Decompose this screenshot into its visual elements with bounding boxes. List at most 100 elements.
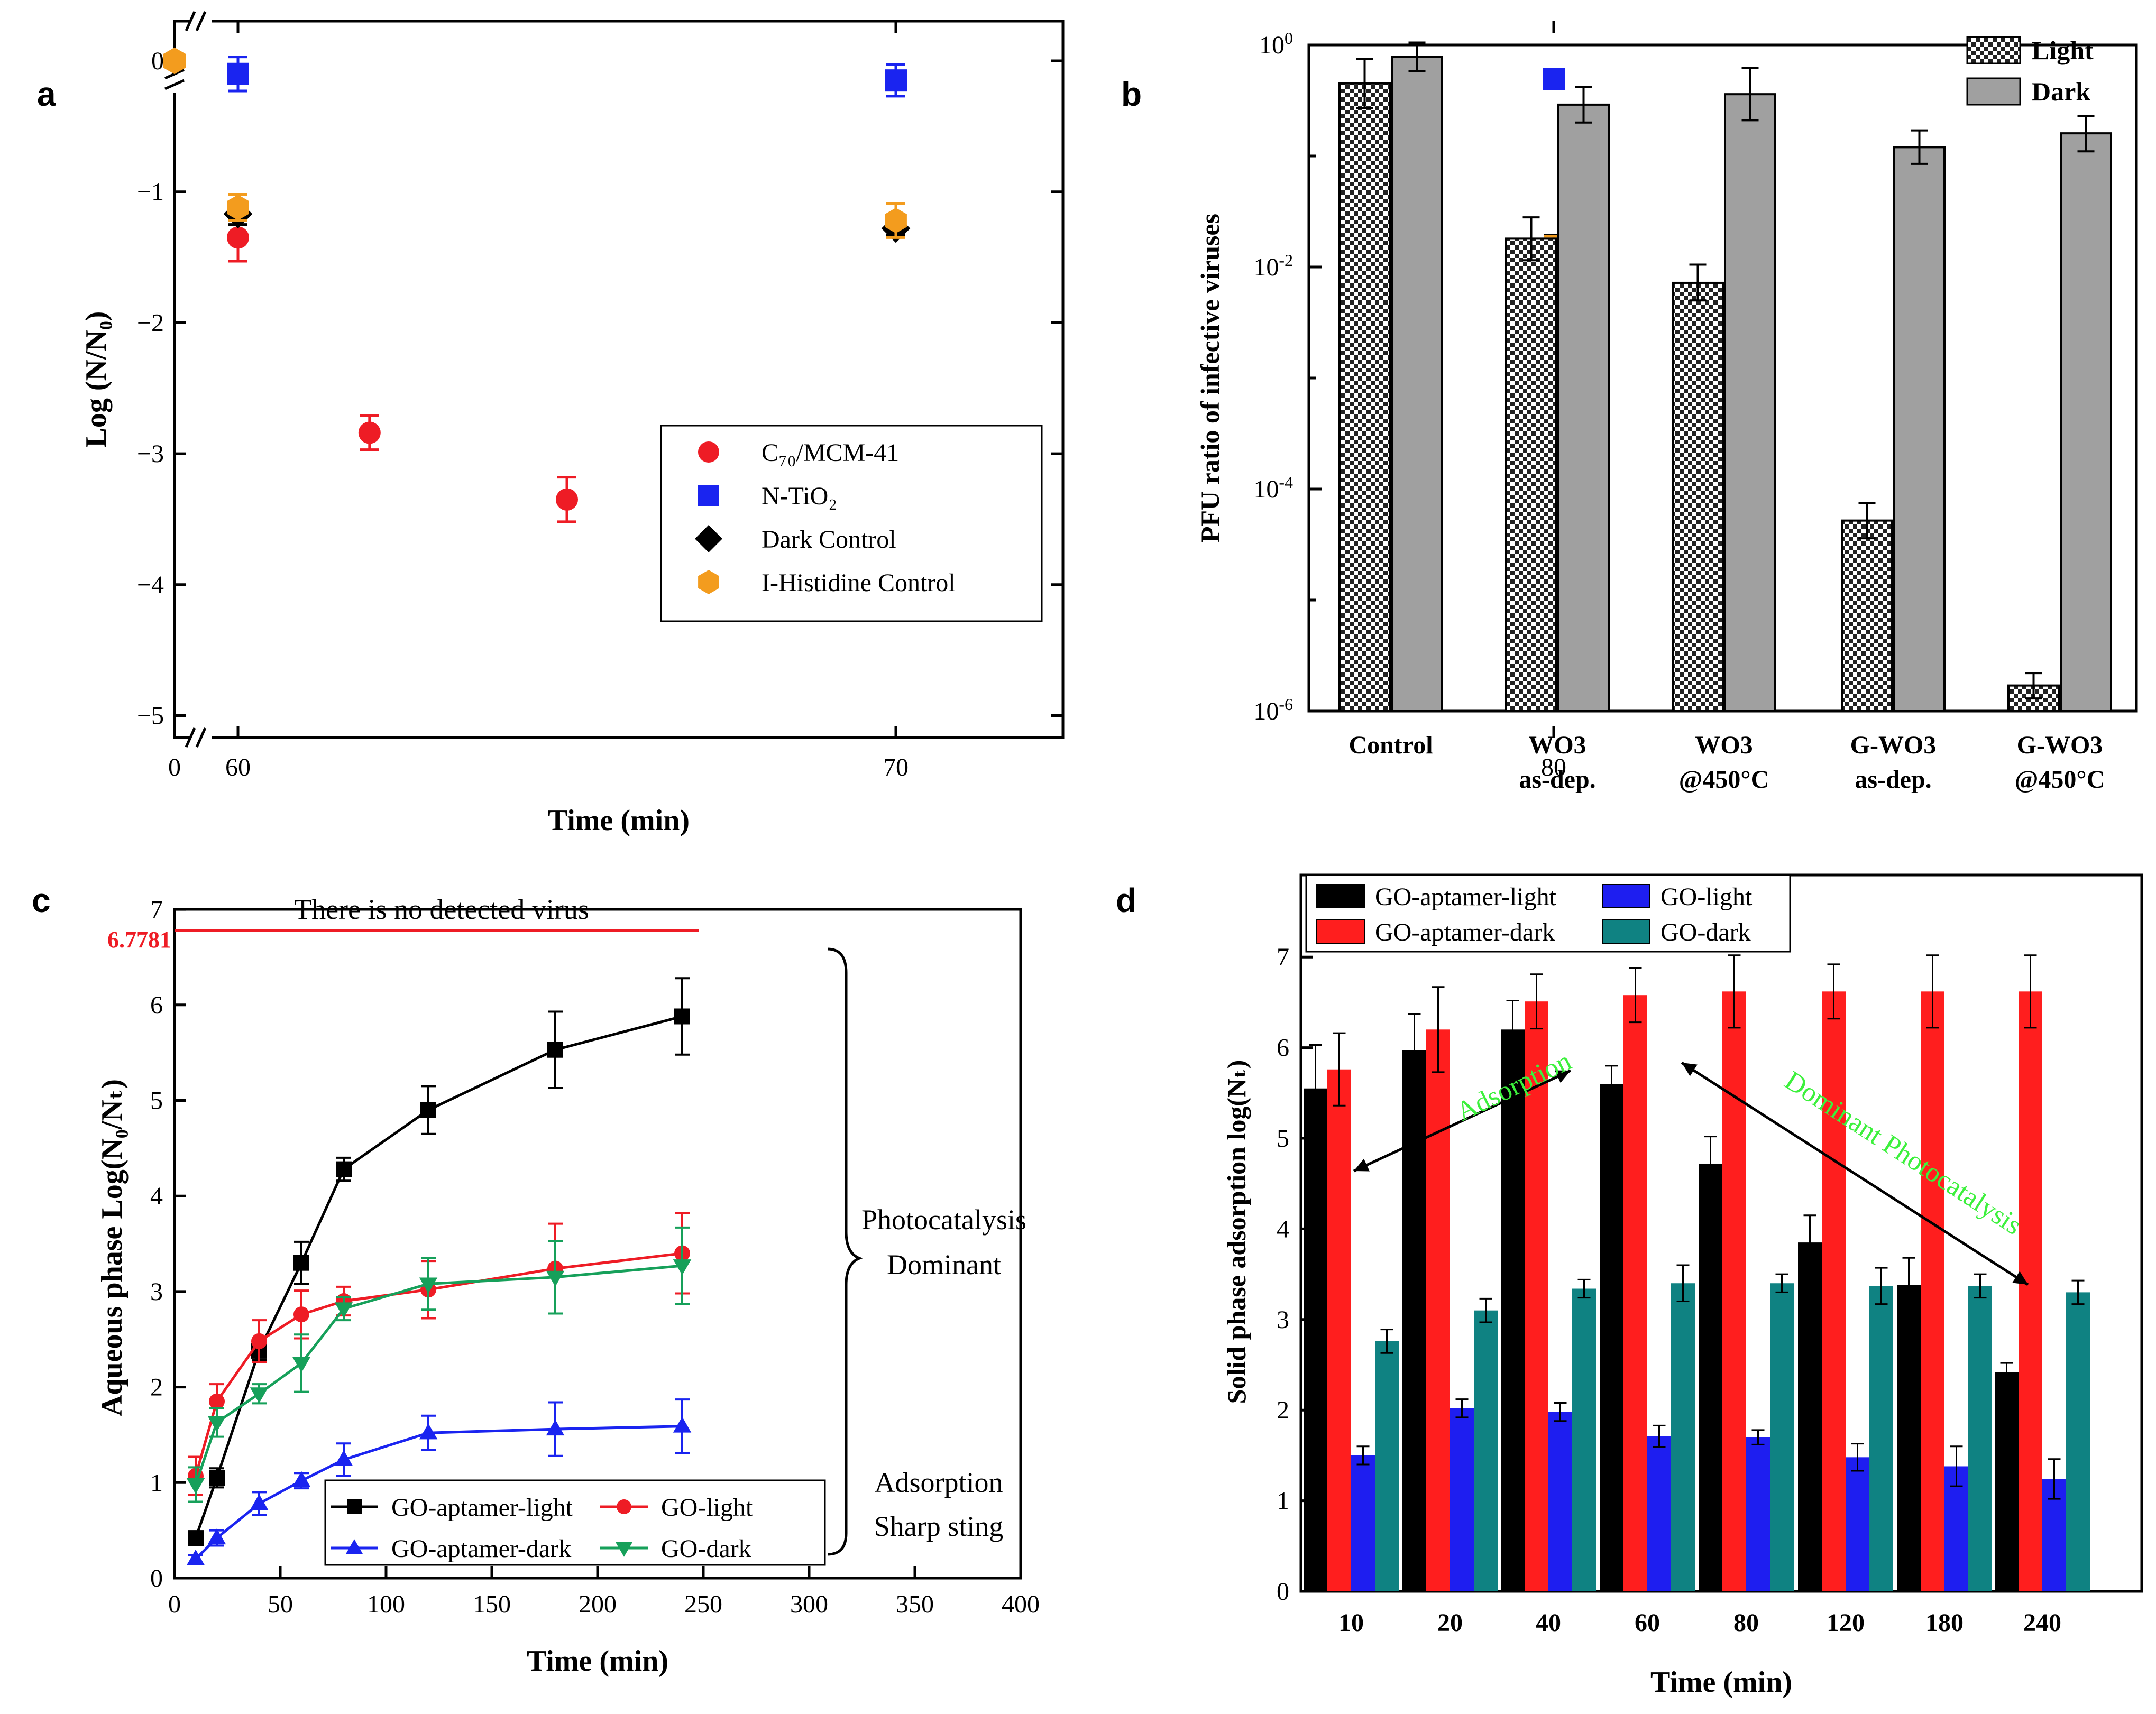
data-point: [420, 1102, 436, 1118]
data-point: [546, 1270, 565, 1287]
bar-GO-aptamer-dark: [1525, 1001, 1548, 1591]
panel-letter-c: c: [32, 881, 51, 919]
x-tick-label: 20: [1437, 1609, 1463, 1637]
error-bar: [1950, 1445, 1963, 1487]
y-tick-label: 0: [1277, 1578, 1289, 1606]
error-bar: [1575, 86, 1592, 124]
x-tick-label: 10: [1338, 1609, 1364, 1637]
bar-GO-aptamer-dark: [1722, 991, 1746, 1591]
error-bar: [1530, 973, 1543, 1030]
legend-marker: [617, 1499, 631, 1514]
legend-box: [1305, 874, 1791, 953]
data-point: [207, 1416, 226, 1432]
error-bar: [1629, 967, 1642, 1024]
data-point: [250, 1387, 269, 1404]
data-point: [673, 1259, 692, 1276]
data-point: [207, 1528, 226, 1545]
error-bar: [1751, 1429, 1765, 1445]
annotation-sharp-sting: Sharp sting: [874, 1510, 1004, 1542]
legend-label: C₇₀/MCM-41: [762, 439, 899, 467]
x-tick-label: 80: [1733, 1609, 1759, 1637]
bar-GO-dark: [1572, 1288, 1596, 1591]
arrow-head: [1682, 1063, 1698, 1076]
origin-point: [163, 47, 186, 75]
legend-label: Dark Control: [762, 526, 896, 554]
bar-GO-dark: [1770, 1283, 1794, 1591]
adsorption-arrow: [1353, 1069, 1572, 1173]
panel-a: a0−1−2−3−4−5060708090100110120Time (min)…: [37, 11, 1568, 837]
arrow-head: [1354, 1158, 1370, 1172]
bar-GO-light: [1351, 1455, 1375, 1591]
error-bar: [1653, 1424, 1666, 1448]
x-tick-label: 250: [684, 1590, 722, 1618]
y-tick-label: 7: [150, 896, 163, 924]
error-bar: [1902, 1257, 1915, 1313]
x-tick-label: 0: [168, 1590, 181, 1618]
x-axis-title: Time (min): [527, 1645, 668, 1678]
data-point: [334, 1302, 353, 1319]
x-tick-label: @450°C: [1679, 766, 1769, 794]
bar-GO-aptamer-dark: [1426, 1029, 1450, 1591]
data-point: [186, 1549, 205, 1565]
bar-GO-aptamer-light: [1501, 1029, 1525, 1591]
error-bar: [1506, 999, 1519, 1059]
y-tick-label: 5: [1277, 1125, 1289, 1153]
x-tick-label: 350: [896, 1590, 934, 1618]
series-line: [194, 1252, 683, 1477]
y-tick-label: 1: [1277, 1487, 1289, 1515]
bar-GO-aptamer-light: [1699, 1163, 1722, 1591]
x-tick-label: 100: [367, 1590, 405, 1618]
x-axis-title: Time (min): [548, 804, 690, 837]
data-point: [292, 1471, 311, 1487]
x-tick-label: 150: [473, 1590, 511, 1618]
error-bar: [2071, 1279, 2085, 1305]
bar-GO-aptamer-dark: [2019, 991, 2042, 1591]
no-virus-note: There is no detected virus: [294, 893, 589, 925]
series-line: [194, 1015, 683, 1538]
bar-GO-aptamer-dark: [1921, 991, 1944, 1591]
series-2: [186, 1398, 692, 1565]
legend-box: [660, 425, 1043, 622]
bar-GO-dark: [1869, 1286, 1893, 1591]
legend: GO-aptamer-light GO-aptamer-dark GO-light G…: [1305, 874, 1791, 953]
annotation-dominant: Dominant: [887, 1249, 1001, 1280]
bar-GO-dark: [1671, 1283, 1695, 1591]
x-tick-label: G-WO3: [2017, 731, 2103, 759]
error-bar: [1380, 1329, 1393, 1354]
y-tick-label: 6: [150, 991, 163, 1019]
x-tick-label: 120: [1827, 1609, 1865, 1637]
arrow-head: [2012, 1271, 2028, 1285]
y-tick-label: 1: [150, 1469, 163, 1497]
bar-GO-light: [1450, 1408, 1474, 1591]
legend-swatch: [1966, 36, 2021, 64]
series-1: [227, 56, 1565, 98]
y-axis-title: PFU ratio of infective viruses: [1195, 214, 1225, 542]
legend-label: GO-dark: [661, 1535, 751, 1563]
legend-label: GO-aptamer-light: [391, 1494, 573, 1522]
error-bar: [1875, 1267, 1888, 1305]
x-tick-label: WO3: [1528, 731, 1586, 759]
legend-marker: [347, 1499, 362, 1514]
legend-swatch: [1602, 884, 1650, 908]
error-bar: [1741, 67, 1759, 122]
bar-dark: [1391, 56, 1443, 712]
x-tick-label: 180: [1925, 1609, 1964, 1637]
bar-GO-aptamer-light: [1304, 1088, 1327, 1591]
axis-break-mark: [185, 11, 196, 32]
legend-swatch: [1966, 77, 2021, 106]
bar-GO-light: [1846, 1457, 1869, 1591]
legend-label: Dark: [2032, 77, 2090, 106]
error-bar: [2048, 1458, 2061, 1500]
y-tick-label: −1: [137, 178, 164, 206]
error-bar: [1858, 502, 1876, 540]
error-bar: [1676, 1264, 1690, 1303]
data-point: [885, 69, 907, 92]
annotation-dominant-photocatalysis: Dominant Photocatalysis: [1779, 1065, 2027, 1241]
data-point: [293, 1306, 309, 1323]
data-point: [336, 1161, 352, 1177]
y-tick-label: 4: [150, 1182, 163, 1210]
legend-label: GO-dark: [1660, 918, 1751, 946]
brace: [827, 947, 863, 1556]
bar-GO-light: [1548, 1412, 1572, 1591]
